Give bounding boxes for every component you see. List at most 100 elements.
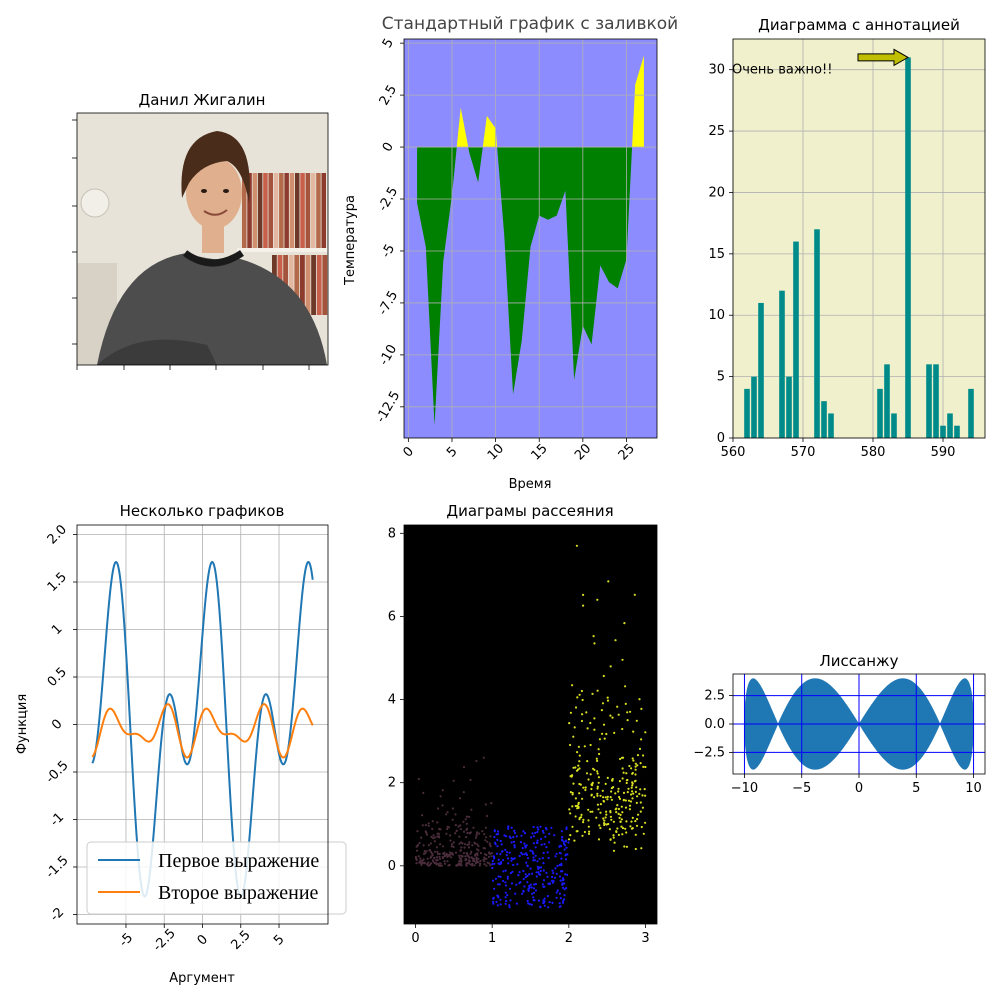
scatter-point-series-2: [497, 858, 500, 861]
scatter-point-series-2: [524, 873, 527, 876]
scatter-point-series-3: [635, 824, 639, 827]
book-spine: [284, 173, 289, 248]
scatter-point-series-1: [450, 845, 453, 848]
scatter-point-series-1: [472, 826, 475, 829]
scatter-point-series-3: [621, 756, 625, 759]
scatter-point-series-3: [590, 794, 593, 797]
fill-chart-marks: [417, 55, 644, 426]
scatter-point-series-2: [536, 839, 539, 842]
scatter-point-series-1: [452, 779, 455, 782]
lissajous-chart: Лиссанжу −10 −5 0 5 10 2.5 0.0 −2.5: [693, 652, 986, 796]
scatter-point-series-2: [499, 839, 502, 843]
scatter-point-series-1: [462, 791, 465, 794]
scatter-point-series-3: [578, 816, 581, 820]
scatter-point-series-1: [465, 836, 468, 839]
scatter-point-series-1: [482, 756, 485, 759]
scatter-point-series-1: [429, 862, 433, 865]
book-spine: [263, 173, 268, 248]
scatter-point-series-2: [537, 871, 540, 874]
scatter-point-series-2: [564, 854, 567, 857]
scatter-point-series-2: [559, 852, 562, 855]
xtick-label: 570: [791, 445, 816, 460]
scatter-point-series-2: [509, 899, 512, 902]
book-spine: [273, 173, 279, 248]
scatter-point-series-1: [488, 842, 491, 845]
scatter-point-series-2: [506, 857, 510, 860]
scatter-point-series-3: [584, 788, 587, 792]
positive-fill: [632, 55, 644, 148]
scatter-point-series-1: [442, 852, 445, 856]
scatter-point-series-2: [524, 846, 527, 849]
scatter-point-series-2: [504, 884, 508, 887]
ytick-label: 6: [388, 609, 396, 624]
bar: [814, 229, 820, 438]
scatter-point-series-1: [469, 852, 472, 855]
bar: [877, 388, 883, 438]
scatter-point-series-1: [433, 856, 436, 860]
scatter-point-series-1: [469, 778, 472, 782]
scatter-point-series-3: [596, 794, 599, 797]
book-spine: [300, 255, 305, 315]
scatter-point-series-2: [510, 857, 513, 860]
scatter-point-series-3: [634, 820, 637, 823]
scatter-point-series-3: [637, 813, 640, 816]
scatter-point-series-2: [532, 842, 536, 845]
book-spine: [311, 255, 316, 315]
scatter-point-series-3: [615, 807, 618, 810]
scatter-point-series-1: [464, 843, 467, 846]
scatter-point-series-3: [626, 719, 629, 722]
bar: [828, 413, 834, 438]
fill-chart-grid: [404, 39, 657, 438]
scatter-point-series-2: [560, 857, 563, 860]
fill-chart-ylabel: Температура: [343, 195, 358, 286]
scatter-point-series-2: [493, 835, 496, 839]
scatter-point-series-1: [464, 859, 467, 862]
scatter-point-series-3: [610, 790, 613, 793]
scatter-point-series-3: [636, 764, 639, 767]
scatter-point-series-2: [563, 882, 566, 885]
scatter-point-series-3: [590, 787, 593, 791]
scatter-point-series-3: [604, 816, 607, 819]
scatter-point-series-3: [580, 719, 584, 723]
scatter-point-series-1: [414, 855, 417, 859]
scatter-point-series-3: [589, 721, 592, 725]
scatter-point-series-2: [566, 853, 569, 856]
scatter-point-series-2: [513, 831, 517, 835]
scatter-point-series-3: [586, 727, 589, 730]
scatter-point-series-3: [571, 791, 574, 795]
scatter-point-series-3: [599, 803, 603, 806]
annotated-bar-chart: Диаграмма с аннотацией Очень важно!! 560…: [708, 16, 986, 460]
scatter-point-series-3: [620, 805, 623, 808]
scatter-point-series-1: [473, 842, 477, 845]
scatter-point-series-3: [634, 762, 637, 765]
scatter-point-series-2: [532, 856, 535, 859]
scatter-point-series-2: [492, 896, 495, 900]
scatter-point-series-2: [504, 891, 507, 894]
scatter-point-series-1: [426, 863, 429, 866]
scatter-point-series-3: [617, 790, 620, 793]
ytick-label: −2.5: [693, 745, 725, 760]
scatter-point-series-1: [423, 850, 426, 853]
scatter-point-series-3: [620, 825, 623, 828]
scatter-point-series-2: [496, 845, 499, 848]
scatter-point-series-3: [571, 805, 574, 808]
ytick-label: 0: [388, 859, 396, 874]
scatter-point-series-1: [451, 807, 454, 810]
scatter-point-series-3: [638, 747, 642, 751]
fill-chart-xlabel: Время: [509, 477, 552, 492]
scatter-point-series-2: [556, 864, 559, 868]
scatter-point-series-3: [617, 713, 620, 716]
scatter-point-series-2: [510, 841, 513, 844]
scatter-point-series-3: [628, 804, 632, 807]
scatter-point-series-1: [451, 843, 454, 846]
scatter-point-series-1: [459, 824, 462, 827]
scatter-point-series-3: [628, 808, 632, 811]
scatter-point-series-3: [626, 778, 629, 782]
scatter-point-series-3: [640, 707, 643, 711]
scatter-point-series-3: [571, 825, 574, 828]
scatter-point-series-2: [532, 825, 535, 829]
scatter-point-series-2: [558, 863, 561, 867]
scatter-point-series-1: [475, 759, 478, 763]
scatter-point-series-3: [628, 764, 631, 768]
scatter-point-series-3: [578, 754, 581, 757]
